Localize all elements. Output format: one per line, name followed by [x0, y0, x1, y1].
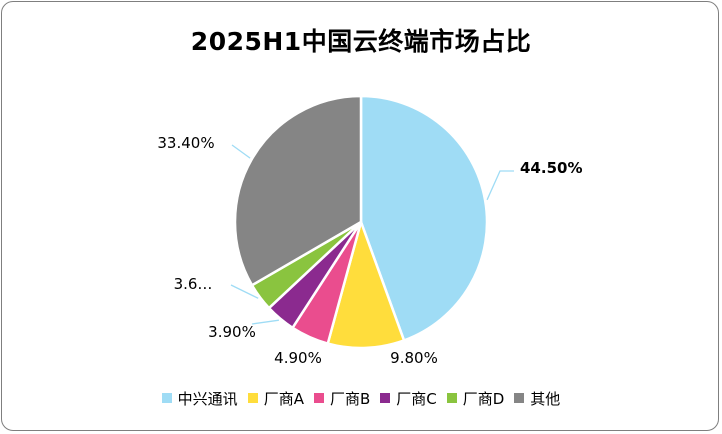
- leader-line-4: [251, 319, 279, 325]
- leader-line-1: [486, 170, 514, 201]
- chart-title: 2025H1中国云终端市场占比: [190, 27, 532, 56]
- pie-slice-2: [326, 220, 406, 350]
- data-label-4: 3.90%: [208, 323, 256, 341]
- legend-swatch: [446, 393, 457, 403]
- leader-line-5: [230, 284, 259, 299]
- legend-swatch: [514, 393, 525, 403]
- legend-label: 厂商C: [396, 389, 437, 408]
- legend-label: 厂商B: [329, 389, 371, 408]
- legend-label: 中兴通讯: [177, 389, 238, 408]
- legend: 中兴通讯 厂商A 厂商B 厂商C 厂商D 其他: [0, 386, 722, 410]
- legend-item-2: 厂商A: [247, 388, 304, 409]
- data-label-3: 4.90%: [274, 349, 322, 367]
- legend-swatch: [380, 393, 391, 403]
- legend-swatch: [247, 393, 258, 403]
- data-label-2: 9.80%: [390, 349, 438, 367]
- pie-slice-1: [359, 94, 489, 342]
- legend-item-1: 中兴通讯: [161, 388, 238, 409]
- legend-item-6: 其他: [514, 388, 560, 409]
- legend-swatch: [161, 393, 172, 403]
- data-label-1: 44.50%: [520, 159, 582, 177]
- pie-slice-6: [233, 94, 363, 287]
- data-label-5: 3.6…: [174, 275, 213, 293]
- data-label-6: 33.40%: [157, 134, 214, 152]
- legend-item-4: 厂商C: [380, 388, 437, 409]
- legend-swatch: [313, 393, 324, 403]
- legend-item-3: 厂商B: [313, 388, 371, 409]
- legend-label: 其他: [530, 389, 561, 408]
- legend-item-5: 厂商D: [446, 388, 505, 409]
- legend-label: 厂商D: [462, 389, 505, 408]
- leader-line-6: [231, 144, 251, 159]
- legend-label: 厂商A: [263, 389, 304, 408]
